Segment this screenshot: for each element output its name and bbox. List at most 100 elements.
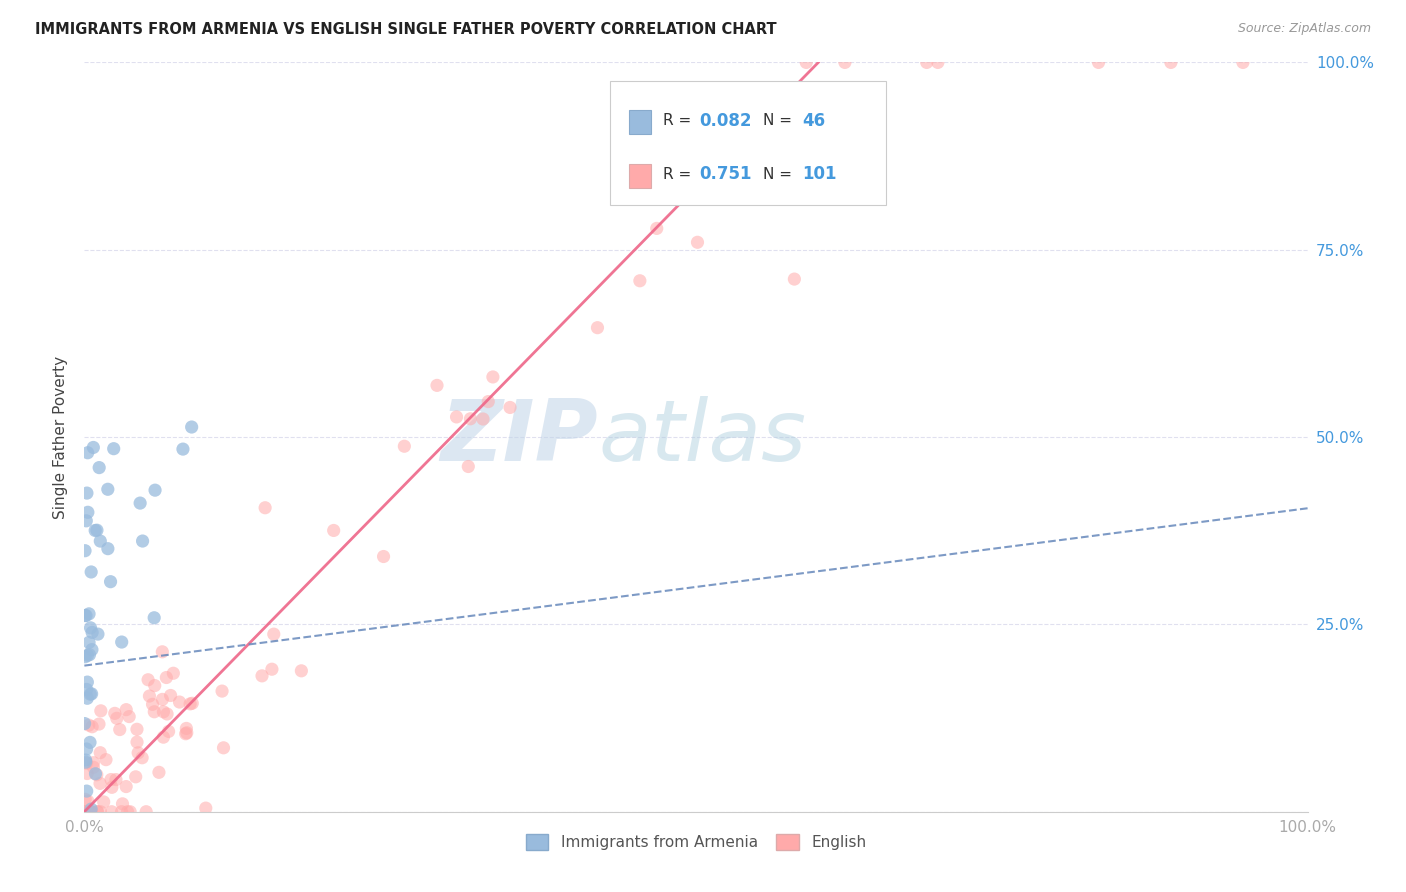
Point <box>76 505 98 519</box>
Point <box>143 679 166 693</box>
Point <box>125 723 148 737</box>
Point <box>76 784 98 798</box>
Point <box>75 514 97 528</box>
Point <box>76 756 98 771</box>
Point <box>75 755 97 769</box>
Point <box>250 669 273 683</box>
Point <box>136 673 159 687</box>
Point <box>141 698 163 712</box>
Point <box>460 411 482 425</box>
Point <box>86 523 108 537</box>
Point <box>103 442 125 456</box>
Point <box>82 756 104 770</box>
Point <box>1232 55 1254 70</box>
Point <box>783 272 806 286</box>
Text: ZIP: ZIP <box>440 395 598 479</box>
Point <box>97 541 120 556</box>
Text: R =: R = <box>664 167 692 182</box>
Point <box>80 642 103 657</box>
Point <box>135 805 157 819</box>
Point <box>76 742 98 756</box>
Point <box>155 671 177 685</box>
Point <box>108 723 131 737</box>
Point <box>172 442 194 456</box>
Point <box>129 496 152 510</box>
Point <box>82 625 104 640</box>
Text: 101: 101 <box>803 165 837 183</box>
Point <box>76 648 98 663</box>
Legend: Immigrants from Armenia, English: Immigrants from Armenia, English <box>519 828 873 856</box>
Point <box>86 805 108 819</box>
Point <box>104 772 127 787</box>
Point <box>73 716 96 731</box>
Point <box>115 780 138 794</box>
Point <box>150 645 173 659</box>
Point <box>628 274 651 288</box>
Point <box>110 805 132 819</box>
Point <box>87 627 110 641</box>
FancyBboxPatch shape <box>628 163 651 187</box>
Point <box>118 709 141 723</box>
Text: IMMIGRANTS FROM ARMENIA VS ENGLISH SINGLE FATHER POVERTY CORRELATION CHART: IMMIGRANTS FROM ARMENIA VS ENGLISH SINGL… <box>35 22 776 37</box>
Point <box>89 746 111 760</box>
Point <box>79 805 101 819</box>
Point <box>89 534 111 549</box>
Point <box>86 805 108 819</box>
Point <box>93 795 115 809</box>
Point <box>472 412 495 426</box>
Text: 46: 46 <box>803 112 825 130</box>
Point <box>89 776 111 790</box>
Point <box>477 394 499 409</box>
Point <box>105 711 128 725</box>
Point <box>77 607 100 621</box>
Point <box>75 805 97 819</box>
Point <box>156 706 179 721</box>
Point <box>80 805 103 819</box>
Point <box>76 691 98 706</box>
Point <box>115 703 138 717</box>
Point <box>322 524 344 538</box>
Point <box>101 780 124 795</box>
Point <box>104 706 127 721</box>
Y-axis label: Single Father Poverty: Single Father Poverty <box>53 356 69 518</box>
Point <box>75 805 97 819</box>
Point <box>100 805 122 819</box>
Point <box>111 797 134 811</box>
Point <box>117 805 139 819</box>
Point <box>80 687 103 701</box>
Point <box>80 565 103 579</box>
FancyBboxPatch shape <box>610 81 886 205</box>
Point <box>254 500 277 515</box>
Point <box>586 320 609 334</box>
Point <box>97 483 120 497</box>
Point <box>127 746 149 760</box>
Point <box>125 770 148 784</box>
Point <box>645 221 668 235</box>
Point <box>111 635 134 649</box>
Point <box>73 543 96 558</box>
Point <box>754 82 776 96</box>
Point <box>76 794 98 808</box>
Point <box>1160 55 1182 70</box>
Point <box>915 55 938 70</box>
Text: atlas: atlas <box>598 395 806 479</box>
Point <box>75 649 97 664</box>
Point <box>152 705 174 719</box>
Point <box>373 549 395 564</box>
Point <box>89 805 111 819</box>
Point <box>76 682 98 697</box>
Text: R =: R = <box>664 113 692 128</box>
Point <box>181 696 204 710</box>
Point <box>138 689 160 703</box>
Point <box>131 534 153 549</box>
Point <box>665 172 688 186</box>
Point <box>176 725 198 739</box>
Point <box>82 760 104 774</box>
Point <box>499 401 522 415</box>
Point <box>143 705 166 719</box>
FancyBboxPatch shape <box>628 110 651 134</box>
Point <box>86 768 108 782</box>
Point <box>76 486 98 500</box>
Point <box>394 439 416 453</box>
Point <box>174 727 197 741</box>
